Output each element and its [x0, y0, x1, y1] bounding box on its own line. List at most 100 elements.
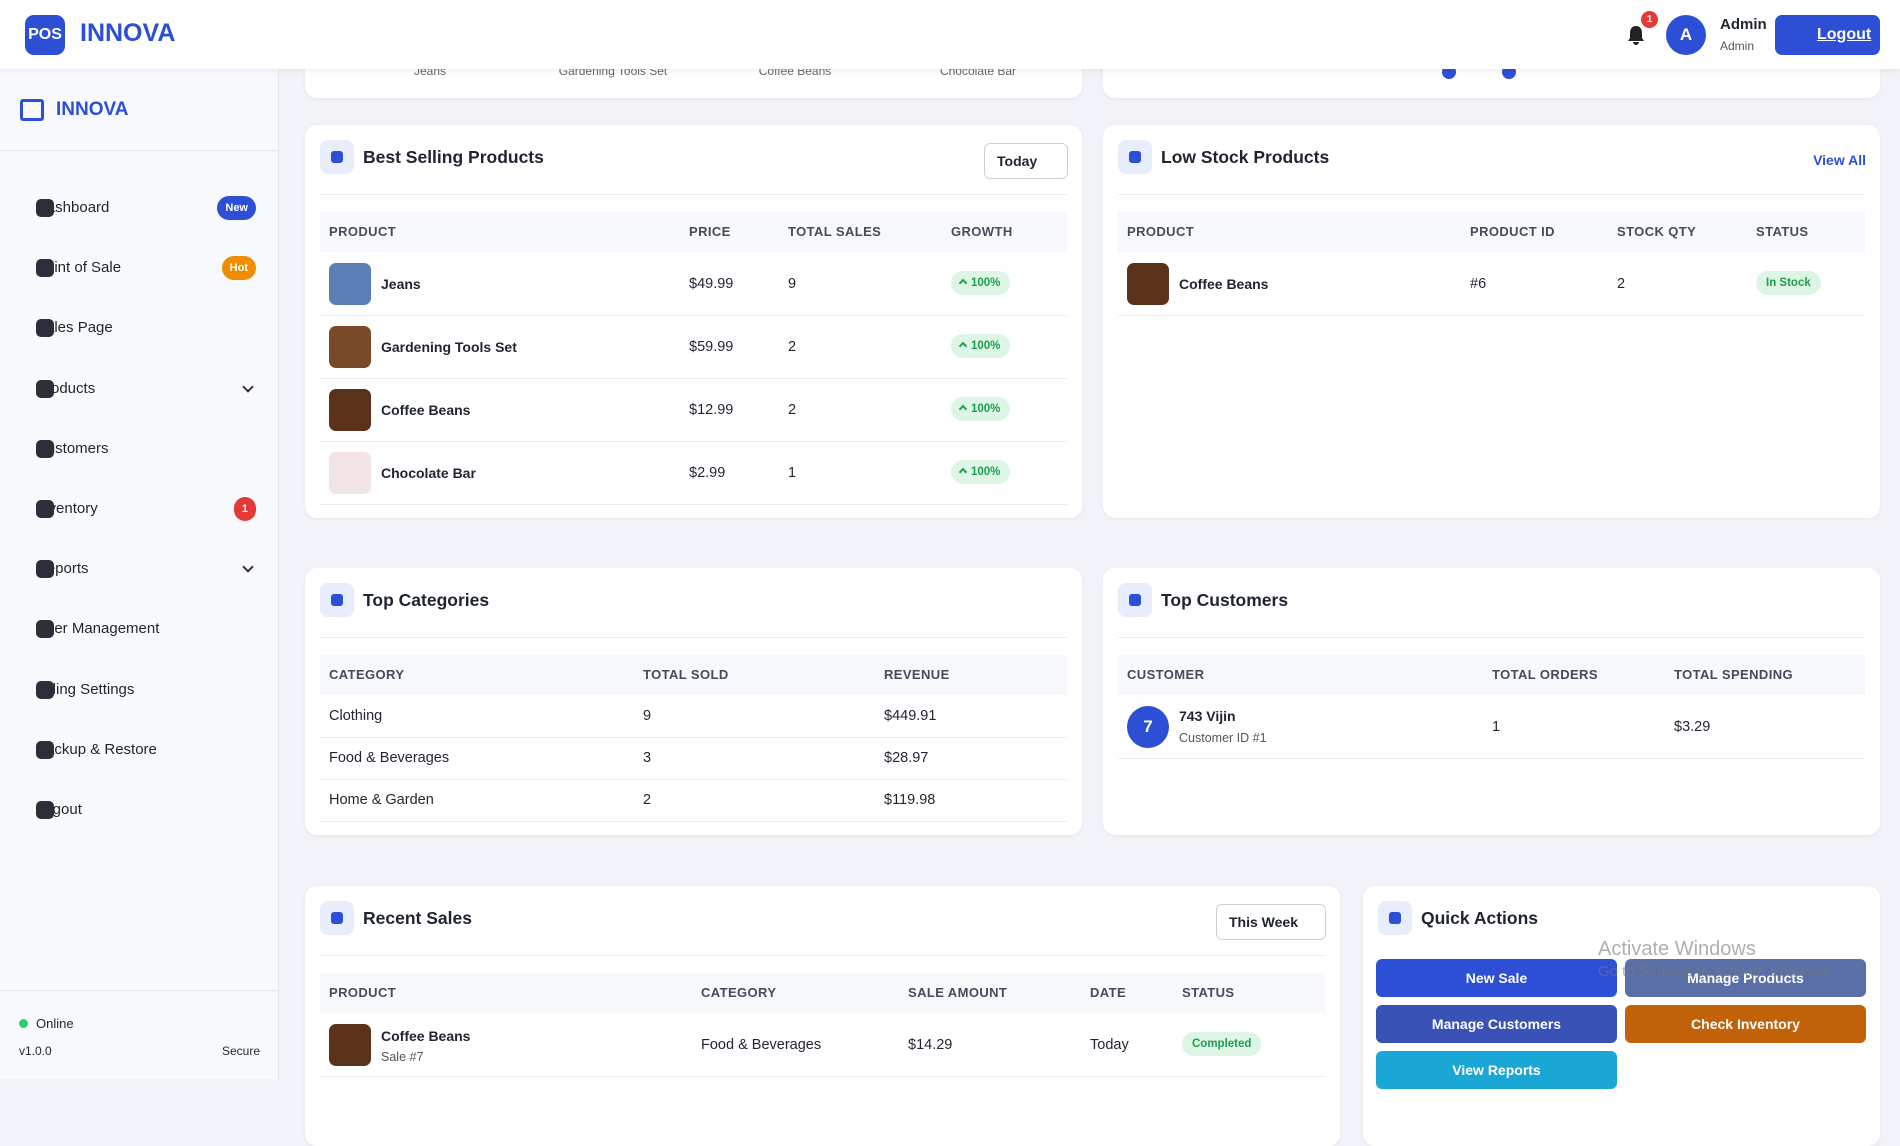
row-divider: [320, 378, 1067, 379]
column-header: STOCK QTY: [1617, 224, 1697, 239]
column-header: STATUS: [1182, 985, 1235, 1000]
cell: $49.99: [689, 275, 734, 292]
nav-item[interactable]: Dashboard New: [36, 196, 256, 220]
cell: $119.98: [884, 792, 936, 808]
column-header: PRODUCT ID: [1470, 224, 1555, 239]
cell: 9: [788, 275, 797, 292]
cell: #6: [1470, 275, 1487, 292]
nav-label: User Management: [36, 620, 160, 638]
nav-item[interactable]: Reports: [36, 557, 256, 581]
thumbnail: [329, 325, 371, 368]
avatar[interactable]: A: [1666, 15, 1706, 55]
cell: Today: [1090, 1036, 1129, 1053]
nav-item[interactable]: Sales Page: [36, 316, 256, 340]
nav-icon: [36, 801, 54, 819]
divider: [320, 194, 1067, 195]
nav-label: Products: [36, 379, 96, 397]
watermark-title: Activate Windows: [1598, 938, 1756, 960]
status-pill: 100%: [951, 333, 1011, 358]
card: Top Categories CATEGORY TOTAL SOLD REVENUE C…: [305, 568, 1082, 835]
card-title: Low Stock Products: [1161, 147, 1330, 167]
filter-select[interactable]: Today: [984, 143, 1068, 179]
nav-icon: [36, 500, 54, 518]
cell: 2: [788, 401, 797, 418]
cell: 2: [1617, 275, 1626, 292]
card-icon: [320, 140, 354, 174]
nav-item[interactable]: Backup & Restore: [36, 738, 256, 762]
column-header: CUSTOMER: [1127, 667, 1205, 682]
nav-item[interactable]: Point of Sale Hot: [36, 256, 256, 281]
column-header: GROWTH: [951, 224, 1013, 239]
nav-item[interactable]: Logout: [36, 798, 256, 822]
product-name: Gardening Tools Set: [381, 338, 517, 355]
action-button[interactable]: Manage Products: [1625, 959, 1866, 997]
action-button[interactable]: Check Inventory: [1625, 1005, 1866, 1043]
cell: $3.29: [1674, 718, 1711, 735]
filter-select[interactable]: This Week: [1216, 904, 1326, 940]
card-title: Recent Sales: [363, 908, 472, 928]
card-icon: [320, 583, 354, 617]
row-divider: [320, 441, 1067, 442]
status-pill: 100%: [951, 459, 1011, 484]
sidebar: INNOVA Online v1.0.0 Secure Dashboard New…: [0, 69, 279, 1079]
nav-item[interactable]: Customers: [36, 437, 256, 461]
user-name: Admin: [1720, 16, 1767, 33]
row-divider: [320, 779, 1067, 780]
nav-item[interactable]: Billing Settings: [36, 678, 256, 702]
column-header: SALE AMOUNT: [908, 985, 1008, 1000]
cell: $59.99: [689, 338, 734, 355]
customer-avatar: 7: [1127, 705, 1169, 748]
nav-item[interactable]: User Management: [36, 617, 256, 641]
cell: Food & Beverages: [329, 750, 450, 766]
product-sub: Sale #7: [381, 1049, 424, 1064]
view-all[interactable]: View All: [1813, 152, 1866, 168]
row-divider: [320, 821, 1067, 822]
card-icon: [1118, 140, 1152, 174]
nav-icon: [36, 740, 54, 759]
cell: 2: [788, 338, 797, 355]
card: Top Customers CUSTOMER TOTAL ORDERS TOTAL S…: [1103, 568, 1880, 835]
cell: $12.99: [689, 401, 734, 418]
notification-count: 1: [1641, 11, 1658, 28]
bell[interactable]: [1627, 25, 1645, 45]
product-name: Coffee Beans: [381, 1027, 471, 1044]
divider: [1118, 637, 1865, 638]
thumbnail: [1127, 262, 1169, 305]
column-header: PRODUCT: [1127, 224, 1195, 239]
action-button[interactable]: View Reports: [1376, 1051, 1617, 1089]
action-button[interactable]: New Sale: [1376, 959, 1617, 997]
product-name: Chocolate Bar: [381, 464, 476, 481]
column-header: REVENUE: [884, 667, 950, 682]
row-divider: [320, 315, 1067, 316]
nav-item[interactable]: Inventory 1: [36, 497, 256, 521]
nav-icon: [36, 620, 54, 639]
column-header: TOTAL SPENDING: [1674, 667, 1794, 682]
column-header: PRODUCT: [329, 224, 397, 239]
nav-icon: [36, 199, 54, 217]
nav-icon: [36, 259, 54, 278]
brand-icon: [20, 99, 44, 121]
logo[interactable]: POS: [25, 15, 65, 55]
nav-item[interactable]: Products: [36, 377, 256, 401]
column-header: CATEGORY: [329, 667, 405, 682]
action-button[interactable]: Manage Customers: [1376, 1005, 1617, 1043]
card-icon: [1378, 901, 1412, 935]
product-name: Coffee Beans: [1179, 275, 1269, 292]
card: Low Stock Products PRODUCT PRODUCT ID STOCK…: [1103, 125, 1880, 518]
thumbnail: [329, 451, 371, 494]
column-header: PRODUCT: [329, 985, 397, 1000]
nav-badge: 1: [233, 497, 256, 521]
cell: 1: [788, 464, 797, 481]
card: Recent Sales PRODUCT CATEGORY SALE AMOUNT DA…: [305, 886, 1340, 1146]
cell: 3: [643, 750, 652, 766]
status-pill: 100%: [951, 396, 1011, 421]
version: v1.0.0: [19, 1044, 52, 1058]
thumbnail: [329, 1023, 371, 1066]
cell: $449.91: [884, 708, 937, 724]
row-divider: [320, 737, 1067, 738]
table-header: PRODUCT PRODUCT ID STOCK QTY STATUS: [1118, 212, 1865, 252]
status-pill: Completed: [1182, 1031, 1262, 1056]
nav-icon: [36, 319, 54, 338]
logout-button[interactable]: Logout: [1775, 15, 1880, 55]
